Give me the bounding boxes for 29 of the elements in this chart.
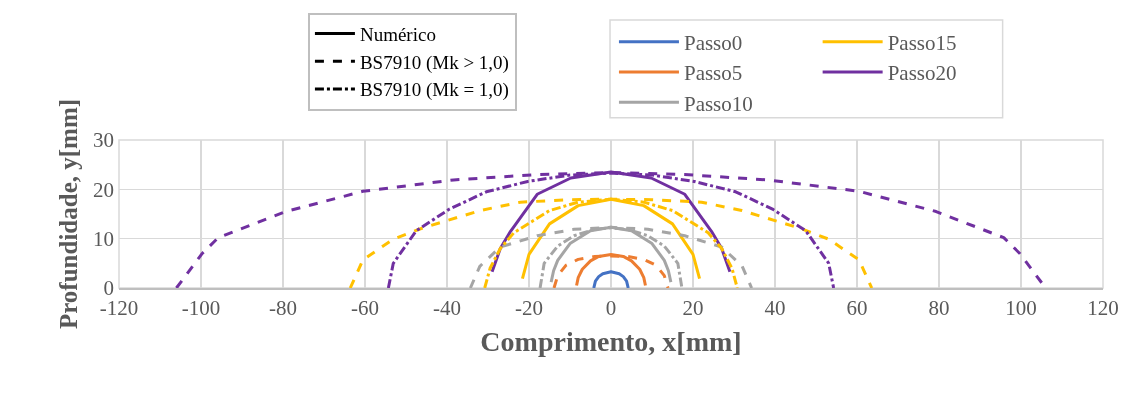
x-tick-label: 80 xyxy=(928,296,950,321)
y-tick-label: 20 xyxy=(93,177,114,202)
legend-label: Passo15 xyxy=(887,30,957,55)
x-tick-label: -40 xyxy=(433,296,461,321)
y-axis-title: Profundidade, y[mm] xyxy=(54,98,82,330)
y-tick-label: 30 xyxy=(93,128,114,153)
x-tick-label: 20 xyxy=(682,296,704,321)
x-tick-label: 100 xyxy=(1005,296,1037,321)
x-tick-label: 120 xyxy=(1087,296,1119,321)
x-tick-label: 60 xyxy=(846,296,868,321)
x-axis-title: Comprimento, x[mm] xyxy=(480,325,742,357)
line-series xyxy=(592,270,630,288)
x-tick-label: 0 xyxy=(605,296,617,321)
y-tick-label: 10 xyxy=(93,227,114,252)
legend-label: Passo10 xyxy=(683,91,753,116)
x-tick-label: -60 xyxy=(351,296,379,321)
line-series xyxy=(552,254,670,288)
x-tick-label: -80 xyxy=(269,296,297,321)
x-tick-label: 40 xyxy=(764,296,786,321)
line-series xyxy=(348,197,874,288)
legend-label: Numérico xyxy=(359,23,436,45)
legend-label: Passo0 xyxy=(683,30,743,55)
line-series xyxy=(468,225,754,288)
x-tick-label: -100 xyxy=(181,296,221,321)
legend-label: Passo5 xyxy=(683,61,743,86)
legend-label: Passo20 xyxy=(887,61,957,86)
legend-label: BS7910 (Mk > 1,0) xyxy=(359,51,509,74)
legend-label: BS7910 (Mk = 1,0) xyxy=(359,79,509,102)
x-tick-label: -20 xyxy=(515,296,543,321)
